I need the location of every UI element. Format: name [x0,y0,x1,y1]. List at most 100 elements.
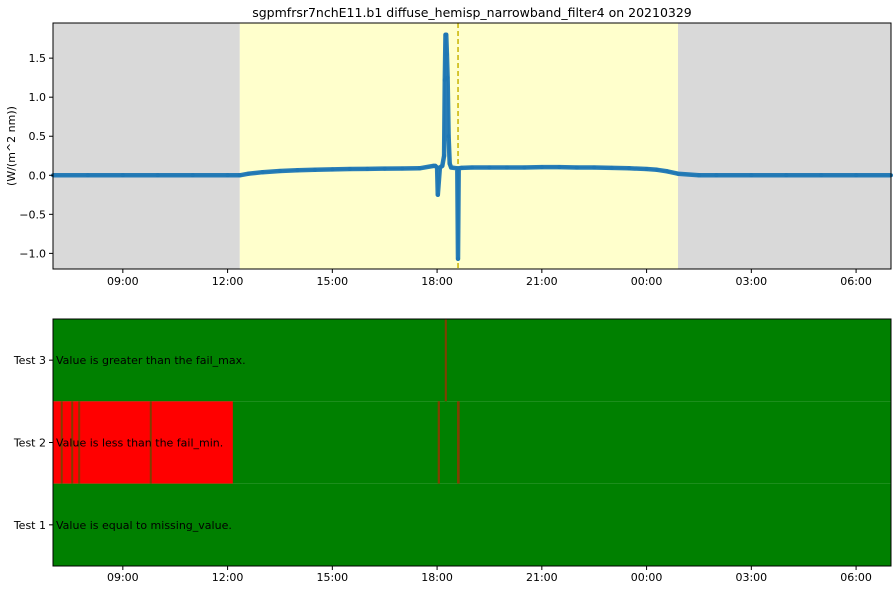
data-point [696,173,701,178]
y-tick-label: −0.5 [19,208,46,221]
data-point [400,166,405,171]
y-axis: −1.0 −0.5 0.0 0.5 1.0 1.5 [19,52,53,260]
data-point [459,165,464,170]
qc-row: Value is equal to missing_value. Test 1 [13,483,891,566]
data-point [246,171,251,176]
qc-row-label: Value is less than the fail_min. [56,437,223,450]
x-tick-label: 00:00 [631,275,663,288]
data-point [539,165,544,170]
qc-pass-band [53,319,891,402]
data-point [330,167,335,172]
data-point [784,173,789,178]
qc-pass-band [53,483,891,566]
data-point [260,170,265,175]
plot-frame [52,318,892,567]
data-point [295,168,300,173]
qc-row-label: Value is greater than the fail_max. [56,354,246,367]
x-tick-label: 00:00 [631,571,663,584]
x-tick-label: 12:00 [212,571,244,584]
data-point [644,167,649,172]
data-point [277,168,282,173]
data-point [382,166,387,171]
night-shade-1 [678,23,891,269]
qc-mixed-tick [71,401,74,484]
series-line [53,33,891,259]
qc-rows: Value is greater than the fail_max. Test … [13,319,891,566]
qc-mixed-tick [437,401,440,484]
data-point [655,167,660,172]
data-point [609,165,614,170]
time-series-chart: sgpmfrsr7nchE11.b1 diffuse_hemisp_narrow… [5,5,893,288]
data-point [312,167,317,172]
data-point [435,192,440,197]
x-tick-label: 03:00 [735,571,767,584]
night-shade-0 [53,23,240,269]
data-point [676,171,681,176]
data-point [557,165,562,170]
data-point [237,173,242,178]
x-tick-label: 09:00 [107,571,139,584]
x-tick-label: 12:00 [212,275,244,288]
data-point [854,173,859,178]
y-axis-label: (W/(m^2 nm)) [5,106,18,186]
qc-fail-span [53,401,233,484]
data-point [85,173,90,178]
data-point [365,166,370,171]
qc-row-name: Test 3 [13,354,46,367]
x-tick-label: 18:00 [421,571,453,584]
data-point [449,165,454,170]
x-tick-label: 03:00 [735,275,767,288]
x-axis: 09:00 12:00 15:00 18:00 21:00 00:00 03:00 06:00 [107,269,872,288]
data-point [665,169,670,174]
qc-row-label: Value is equal to missing_value. [56,519,232,532]
qc-row: Value is less than the fail_min. Test 2 [13,401,891,484]
qc-mixed-tick [457,401,460,484]
data-point [347,167,352,172]
data-point [444,52,449,57]
data-point [447,161,452,166]
qc-mixed-tick [78,401,81,484]
data-point [504,165,509,170]
data-point [435,165,440,170]
data-point [442,78,447,83]
data-point [155,173,160,178]
x-tick-label: 15:00 [316,275,348,288]
x-axis: 09:00 12:00 15:00 18:00 21:00 00:00 03:00 06:00 [107,566,872,584]
y-tick-label: 0.0 [29,169,47,182]
y-tick-label: 0.5 [29,130,47,143]
data-point [417,166,422,171]
qc-flag-chart: Value is greater than the fail_max. Test … [13,318,892,584]
qc-row: Value is greater than the fail_max. Test … [13,319,891,402]
data-point [627,166,632,171]
x-tick-label: 06:00 [840,275,872,288]
data-point [749,173,754,178]
x-tick-label: 15:00 [316,571,348,584]
qc-fail-span [444,319,447,402]
data-point [225,173,230,178]
data-point [190,173,195,178]
x-tick-label: 06:00 [840,571,872,584]
data-point [470,165,474,170]
data-point [456,256,461,261]
plot-frame [52,22,892,270]
data-point [444,32,449,37]
data-point [446,134,451,139]
y-tick-label: 1.0 [29,91,47,104]
x-tick-label: 21:00 [526,275,558,288]
y-tick-label: 1.5 [29,52,47,65]
data-point [120,173,125,178]
data-point [442,153,447,158]
data-point [440,163,445,168]
qc-mixed-tick [60,401,63,484]
data-point [574,165,579,170]
qc-row-name: Test 2 [13,437,46,450]
series-points [51,32,893,261]
data-point [592,165,597,170]
data-point [487,165,492,170]
data-point [445,75,450,80]
x-tick-label: 21:00 [526,571,558,584]
day-night-shading [53,23,891,269]
qc-mixed-tick [149,401,152,484]
data-point [522,165,527,170]
